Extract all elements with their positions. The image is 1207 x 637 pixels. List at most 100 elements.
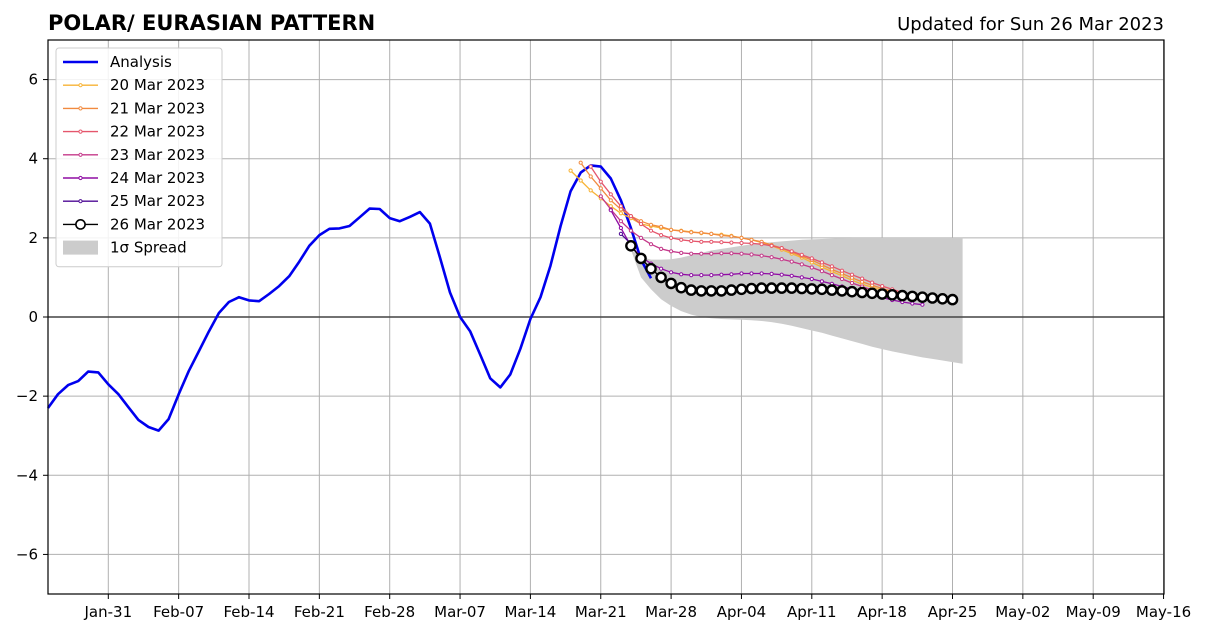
forecast-point	[749, 237, 754, 242]
forecast-point	[628, 214, 634, 219]
legend-marker	[78, 199, 83, 204]
forecast-point	[709, 251, 714, 256]
forecast-point	[880, 284, 885, 289]
forecast-point	[906, 290, 919, 303]
x-tick-label: Apr-11	[787, 603, 837, 621]
forecast-point	[685, 284, 698, 296]
forecast-point	[809, 265, 814, 270]
y-tick-label: 4	[28, 150, 38, 168]
forecast-point	[775, 282, 788, 294]
forecast-point	[568, 168, 573, 173]
axes: −6 −4 −2 0 2 4 6 Jan-31 Feb-07 Feb-14 Feb-21 Feb-28…	[16, 39, 1191, 621]
forecast-point	[578, 160, 583, 165]
analysis-line	[46, 164, 653, 432]
forecast-point	[769, 255, 774, 260]
forecast-point	[665, 277, 677, 290]
x-tick-label: Apr-25	[928, 603, 978, 621]
forecast-point	[679, 229, 684, 234]
forecast-point	[779, 246, 784, 251]
forecast-point	[735, 283, 748, 296]
forecast-point	[779, 257, 784, 262]
forecast-point	[699, 273, 704, 278]
forecast-point	[739, 240, 744, 246]
forecast-point	[916, 291, 929, 304]
y-tick-label: 6	[28, 71, 38, 89]
legend-marker	[78, 152, 83, 157]
forecast-point	[618, 204, 624, 209]
legend-item: 21 Mar 2023	[63, 99, 205, 117]
forecast-point	[785, 282, 798, 294]
forecast-point	[926, 292, 939, 304]
forecast-point	[689, 238, 694, 244]
legend-label: 24 Mar 2023	[110, 169, 205, 187]
forecast-series	[588, 164, 915, 298]
forecast-point	[759, 271, 764, 276]
x-tick-label: Mar-21	[575, 603, 627, 621]
x-tick-label: May-16	[1136, 603, 1191, 621]
forecast-point	[655, 271, 667, 284]
forecast-point	[936, 292, 949, 305]
x-tick-label: Jan-31	[83, 603, 132, 621]
forecast-point	[809, 276, 814, 282]
y-tick-label: −4	[16, 466, 38, 484]
forecast-point	[715, 285, 728, 297]
legend-label: 22 Mar 2023	[110, 123, 205, 141]
legend-item: Analysis	[63, 53, 172, 71]
x-tick-label: Feb-14	[223, 603, 274, 621]
legend-item: 23 Mar 2023	[63, 146, 205, 164]
forecast-point	[826, 284, 838, 296]
forecast-point	[896, 289, 909, 302]
forecast-point	[819, 279, 825, 284]
legend-item: 20 Mar 2023	[63, 76, 205, 94]
legend-label: 21 Mar 2023	[110, 99, 205, 117]
legend-label: 23 Mar 2023	[110, 146, 205, 164]
forecast-point	[719, 272, 724, 277]
legend-marker	[78, 106, 83, 111]
forecast-point	[866, 287, 878, 300]
legend-label: 1σ Spread	[110, 239, 187, 257]
forecast-point	[689, 251, 694, 256]
forecast-point	[659, 246, 664, 251]
forecast-point	[769, 243, 774, 248]
series-lines	[46, 160, 959, 432]
forecast-point	[709, 239, 714, 244]
x-tick-label: Apr-18	[857, 603, 907, 621]
legend-marker	[78, 129, 83, 134]
forecast-point	[849, 272, 855, 277]
x-tick-label: Feb-21	[294, 603, 345, 621]
forecast-point	[819, 269, 825, 274]
spread-area	[630, 237, 963, 364]
forecast-point	[588, 188, 593, 193]
forecast-point	[816, 283, 828, 296]
forecast-point	[659, 266, 664, 271]
legend-box	[55, 47, 223, 268]
forecast-point	[598, 179, 603, 184]
legend-item: 25 Mar 2023	[63, 192, 205, 210]
forecast-point	[699, 239, 704, 244]
legend-label: Analysis	[110, 53, 172, 71]
forecast-point	[648, 242, 654, 247]
forecast-point	[946, 293, 959, 306]
forecast-point	[729, 234, 734, 239]
forecast-point	[608, 198, 613, 203]
forecast-point	[719, 233, 724, 238]
forecast-point	[749, 241, 754, 246]
forecast-point	[588, 174, 593, 179]
forecast-point	[779, 272, 784, 277]
forecast-point	[709, 231, 714, 236]
legend-marker	[75, 218, 86, 230]
forecast-point	[659, 233, 664, 238]
forecast-point	[759, 253, 764, 258]
forecast-point	[645, 262, 657, 275]
forecast-point	[598, 194, 603, 199]
forecast-point	[886, 288, 899, 301]
legend-item: 24 Mar 2023	[63, 169, 205, 187]
forecast-point	[796, 282, 808, 295]
forecast-point	[669, 249, 674, 254]
legend-label: 20 Mar 2023	[110, 76, 205, 94]
forecast-point	[689, 273, 694, 278]
forecast-point	[755, 282, 768, 294]
forecast-point	[648, 222, 654, 227]
